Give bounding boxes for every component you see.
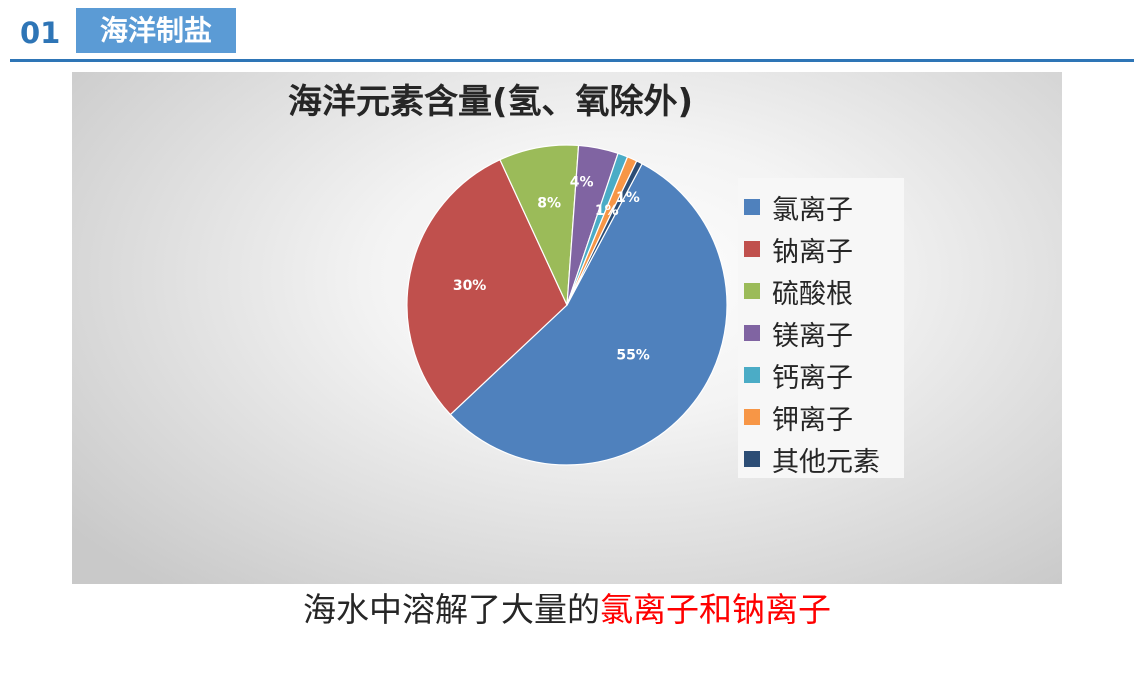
legend-item-3: 镁离子: [744, 312, 853, 354]
legend-item-6: 其他元素: [744, 438, 880, 480]
legend-item-0: 氯离子: [744, 186, 853, 228]
legend-label: 氯离子: [772, 194, 853, 226]
legend-item-4: 钙离子: [744, 354, 853, 396]
pie-slice-1: [406, 158, 568, 416]
pie-chart: 55%30%8%4%1%1%: [406, 144, 728, 466]
chart-legend: 氯离子钠离子硫酸根镁离子钙离子钾离子其他元素: [738, 178, 904, 478]
legend-item-1: 钠离子: [744, 228, 853, 270]
legend-swatch: [744, 325, 760, 341]
chart-panel: 海洋元素含量(氢、氧除外) 55% 30% 8% 4% 1% 1% 氯离子 钠离子 硫酸根 镁离…: [72, 72, 1062, 584]
legend-label: 硫酸根: [772, 278, 853, 310]
pie-slice-6: [566, 160, 643, 306]
legend-swatch: [744, 451, 760, 467]
legend-swatch: [744, 367, 760, 383]
section-title: 海洋制盐: [76, 8, 236, 53]
legend-item-2: 硫酸根: [744, 270, 853, 312]
slice-label-4: 1%: [595, 203, 619, 219]
legend-label: 钠离子: [772, 236, 853, 268]
legend-swatch: [744, 283, 760, 299]
legend-swatch: [744, 241, 760, 257]
caption-text: 海水中溶解了大量的: [303, 590, 600, 629]
slice-label-0: 55%: [616, 348, 650, 364]
slide-header: 01 海洋制盐: [0, 0, 1134, 64]
section-number: 01: [20, 16, 61, 50]
legend-label: 其他元素: [772, 446, 880, 478]
slice-label-5: 1%: [616, 190, 640, 206]
legend-label: 镁离子: [772, 320, 853, 352]
slice-label-3: 4%: [570, 175, 594, 191]
legend-swatch: [744, 409, 760, 425]
slide-caption: 海水中溶解了大量的氯离子和钠离子: [0, 584, 1134, 636]
chart-title: 海洋元素含量(氢、氧除外): [288, 82, 694, 122]
legend-label: 钙离子: [772, 362, 853, 394]
legend-item-5: 钾离子: [744, 396, 853, 438]
legend-label: 钾离子: [772, 404, 853, 436]
pie-labels: 55%30%8%4%1%1%: [453, 175, 650, 364]
legend-swatch: [744, 199, 760, 215]
caption-highlight: 氯离子和钠离子: [600, 590, 831, 629]
pie-slice-0: [449, 162, 728, 466]
header-divider: [10, 59, 1134, 62]
pie-slices: [406, 144, 728, 466]
slice-label-1: 30%: [453, 278, 487, 294]
slice-label-2: 8%: [537, 195, 561, 211]
